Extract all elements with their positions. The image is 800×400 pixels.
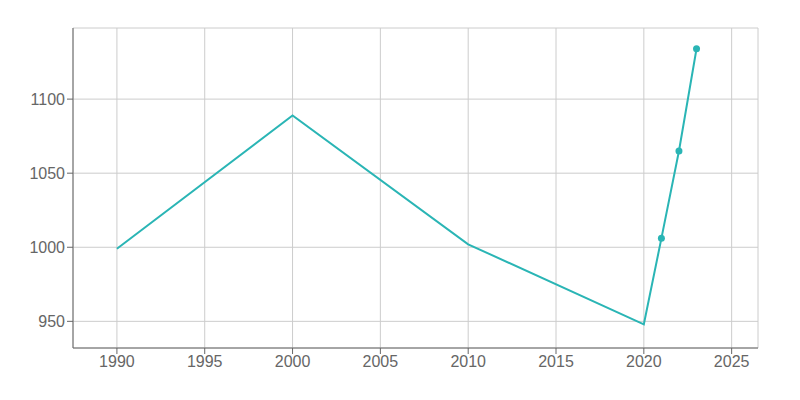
- svg-text:2025: 2025: [714, 353, 750, 370]
- svg-text:2020: 2020: [626, 353, 662, 370]
- svg-text:2010: 2010: [450, 353, 486, 370]
- svg-text:1995: 1995: [187, 353, 223, 370]
- svg-text:1990: 1990: [99, 353, 135, 370]
- svg-text:1000: 1000: [29, 239, 65, 256]
- svg-text:2015: 2015: [538, 353, 574, 370]
- svg-text:2005: 2005: [363, 353, 399, 370]
- svg-text:1100: 1100: [31, 91, 66, 108]
- svg-text:1050: 1050: [29, 165, 65, 182]
- svg-text:950: 950: [38, 313, 65, 330]
- svg-text:2000: 2000: [275, 353, 311, 370]
